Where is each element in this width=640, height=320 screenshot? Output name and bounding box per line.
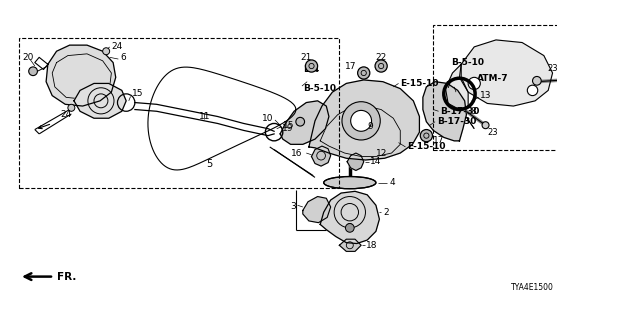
Text: 23: 23 bbox=[487, 128, 498, 137]
Circle shape bbox=[527, 85, 538, 96]
Circle shape bbox=[68, 104, 75, 111]
Text: 9: 9 bbox=[367, 123, 373, 132]
Text: B-5-10: B-5-10 bbox=[303, 84, 336, 93]
Text: E-15-10: E-15-10 bbox=[400, 79, 439, 88]
Text: 6: 6 bbox=[120, 53, 126, 62]
Text: 24: 24 bbox=[61, 110, 72, 119]
Bar bbox=[19, 38, 339, 188]
Circle shape bbox=[532, 76, 541, 85]
Text: ATM-7: ATM-7 bbox=[477, 74, 508, 83]
Circle shape bbox=[358, 67, 370, 79]
Polygon shape bbox=[303, 196, 331, 223]
Polygon shape bbox=[74, 84, 126, 118]
Polygon shape bbox=[339, 239, 361, 252]
Circle shape bbox=[347, 224, 353, 229]
Bar bbox=[433, 25, 640, 149]
Text: B-5-10: B-5-10 bbox=[451, 58, 484, 67]
Circle shape bbox=[29, 67, 37, 76]
Circle shape bbox=[375, 60, 387, 72]
Circle shape bbox=[468, 77, 481, 90]
Text: TYA4E1500: TYA4E1500 bbox=[511, 283, 554, 292]
Polygon shape bbox=[46, 45, 116, 106]
Text: E-4: E-4 bbox=[303, 65, 319, 74]
Polygon shape bbox=[309, 80, 419, 160]
Text: FR.: FR. bbox=[56, 272, 76, 282]
Text: B-17-30: B-17-30 bbox=[437, 117, 476, 126]
Text: 10: 10 bbox=[262, 114, 273, 123]
Text: E-15-10: E-15-10 bbox=[407, 142, 445, 151]
Circle shape bbox=[346, 224, 354, 232]
Circle shape bbox=[102, 48, 109, 55]
Text: 19: 19 bbox=[282, 124, 293, 133]
Text: 20: 20 bbox=[22, 53, 34, 62]
Polygon shape bbox=[423, 82, 467, 141]
Polygon shape bbox=[320, 191, 380, 244]
Ellipse shape bbox=[324, 177, 376, 189]
Text: 14: 14 bbox=[370, 157, 381, 166]
Text: 8: 8 bbox=[470, 107, 476, 116]
Text: 3: 3 bbox=[290, 203, 296, 212]
Text: 7: 7 bbox=[445, 81, 451, 90]
Circle shape bbox=[351, 110, 372, 131]
Polygon shape bbox=[280, 101, 329, 144]
Text: 15: 15 bbox=[132, 89, 144, 98]
Polygon shape bbox=[347, 153, 364, 171]
Text: 21: 21 bbox=[301, 53, 312, 62]
Circle shape bbox=[420, 130, 433, 142]
Text: 18: 18 bbox=[365, 241, 377, 250]
Text: 4: 4 bbox=[390, 178, 396, 187]
Text: B-17-30: B-17-30 bbox=[440, 107, 479, 116]
Polygon shape bbox=[445, 64, 468, 109]
Text: 23: 23 bbox=[547, 64, 558, 73]
Text: 16: 16 bbox=[291, 148, 303, 157]
Text: 13: 13 bbox=[481, 91, 492, 100]
Text: 17: 17 bbox=[345, 61, 356, 70]
Polygon shape bbox=[312, 146, 331, 166]
Circle shape bbox=[342, 102, 380, 140]
Text: 11: 11 bbox=[199, 112, 210, 121]
Text: 15: 15 bbox=[283, 121, 294, 130]
Circle shape bbox=[305, 60, 317, 72]
Circle shape bbox=[561, 76, 567, 84]
Text: 5: 5 bbox=[205, 159, 212, 169]
Polygon shape bbox=[460, 40, 552, 106]
Circle shape bbox=[482, 122, 489, 129]
Text: 17: 17 bbox=[433, 136, 445, 145]
Circle shape bbox=[296, 117, 305, 126]
Text: 2: 2 bbox=[383, 208, 388, 217]
Text: 24: 24 bbox=[111, 42, 123, 51]
Text: 22: 22 bbox=[376, 53, 387, 62]
Text: 12: 12 bbox=[376, 148, 387, 157]
